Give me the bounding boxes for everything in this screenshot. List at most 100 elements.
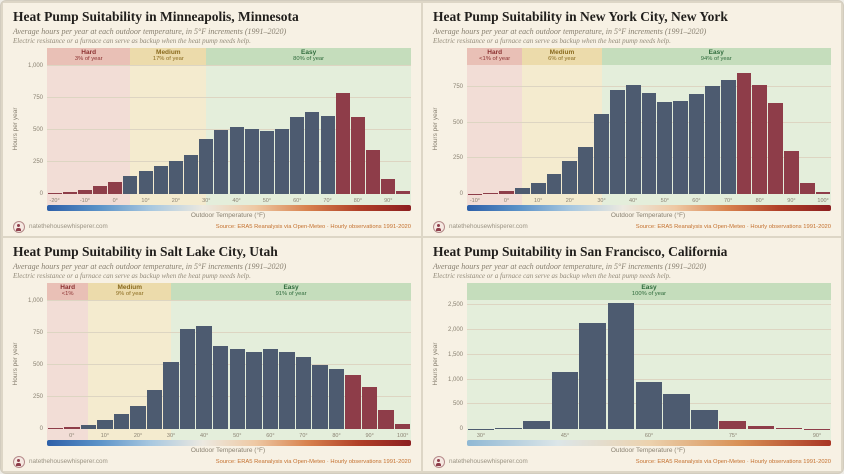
y-axis-title: Hours per year	[432, 342, 439, 386]
x-tick-label: 40°	[232, 197, 241, 204]
x-tick-label: 80°	[353, 197, 363, 204]
gridline	[467, 85, 831, 87]
bar	[514, 188, 530, 194]
bar	[62, 191, 77, 194]
zone-header-hard: Hard <1% of year	[467, 47, 523, 65]
y-tick-label: 250	[452, 155, 463, 162]
y-axis-ticks: 0 500 1,000 1,500 2,000 2,500	[441, 283, 467, 446]
bars-layer	[47, 64, 411, 194]
bar	[546, 174, 562, 194]
bar	[163, 362, 179, 429]
bar	[97, 420, 113, 429]
site-logo-icon	[13, 220, 25, 233]
x-axis-title: Outdoor Temperature (°F)	[610, 447, 686, 454]
chart-footer: natethehousewhisperer.com Source: ERA5 R…	[433, 455, 831, 468]
bar	[366, 150, 381, 194]
bar	[609, 89, 625, 194]
bar	[123, 176, 138, 194]
bar	[607, 303, 635, 429]
zone-header-hard: Hard <1%	[47, 282, 89, 300]
bar	[246, 351, 262, 429]
bar	[673, 100, 689, 194]
gridline	[47, 299, 411, 301]
source-credit: Source: ERA5 Reanalysis via Open-Meteo ·…	[215, 458, 411, 465]
bar	[523, 420, 551, 429]
source-credit: Source: ERA5 Reanalysis via Open-Meteo ·…	[635, 223, 831, 230]
chart-footer: natethehousewhisperer.com Source: ERA5 R…	[13, 220, 411, 233]
chart-footer: natethehousewhisperer.com Source: ERA5 R…	[13, 455, 411, 468]
plot-area: Hard <1% Medium 9% of year Easy 91% of year 0°…	[47, 282, 411, 446]
chart-note: Electric resistance or a furnace can ser…	[13, 36, 251, 45]
site-logo-icon	[13, 455, 25, 468]
bars-layer	[47, 299, 411, 429]
x-tick-label: 30°	[166, 432, 176, 439]
bar	[168, 160, 183, 194]
bar	[212, 346, 229, 429]
bar	[378, 409, 394, 429]
bar	[815, 192, 831, 194]
bar	[641, 93, 657, 194]
x-tick-label: 0°	[69, 432, 75, 439]
y-tick-label: 500	[32, 126, 43, 133]
bar	[704, 86, 720, 194]
zone-header-easy: Easy 91% of year	[171, 282, 411, 300]
x-tick-label: 70°	[299, 432, 308, 439]
y-axis-title: Hours per year	[12, 342, 19, 386]
x-tick-label: 45°	[560, 432, 570, 439]
x-tick-label: 80°	[332, 432, 341, 439]
bar	[784, 151, 799, 194]
gridline	[47, 128, 411, 130]
gridline	[47, 96, 411, 98]
zone-label: Medium	[156, 49, 181, 57]
x-tick-label: 10°	[534, 197, 543, 204]
zone-percentage: 3% of year	[74, 56, 103, 63]
x-tick-label: -10°	[79, 197, 90, 204]
bar	[184, 155, 199, 194]
bar	[199, 138, 214, 194]
chart-note: Electric resistance or a furnace can ser…	[433, 271, 671, 280]
bar	[47, 428, 64, 429]
chart-panel-san-francisco: Heat Pump Suitability in San Francisco, …	[423, 238, 841, 471]
y-axis-ticks: 0 250 500 750 1,000	[21, 48, 47, 211]
x-tick-label: 50°	[233, 432, 242, 439]
bar	[720, 79, 736, 194]
bar	[799, 182, 815, 194]
zone-header-medium: Medium 9% of year	[88, 282, 172, 300]
bar	[262, 349, 279, 429]
zone-percentage: 17% of year	[152, 56, 184, 63]
y-tick-label: 750	[32, 94, 43, 101]
zone-label: Easy	[708, 49, 724, 57]
chart-title: Heat Pump Suitability in Salt Lake City,…	[13, 244, 278, 259]
bar	[279, 351, 295, 429]
x-tick-label: 60°	[266, 432, 275, 439]
zone-hard	[47, 47, 131, 205]
bar	[657, 101, 673, 194]
y-axis-ticks: 0 250 500 750 1,000	[21, 283, 47, 446]
chart-subtitle: Average hours per year at each outdoor t…	[13, 261, 287, 271]
bar	[320, 116, 335, 194]
x-tick-label: 20°	[133, 432, 143, 439]
bar	[530, 182, 546, 194]
x-tick-label: 50°	[660, 197, 669, 204]
x-tick-label: 30°	[597, 197, 606, 204]
bar	[229, 349, 246, 429]
x-tick-label: 70°	[723, 197, 733, 204]
x-tick-label: 80°	[755, 197, 764, 204]
bar	[691, 410, 719, 429]
y-tick-label: 750	[452, 83, 463, 90]
temperature-gradient-axis	[467, 440, 831, 446]
temperature-gradient-axis	[47, 440, 411, 446]
bar	[179, 328, 196, 429]
x-tick-label: 0°	[112, 197, 118, 204]
x-tick-label: -20°	[49, 197, 60, 204]
x-tick-label: 0°	[503, 197, 510, 204]
bar	[64, 427, 80, 429]
y-tick-label: 1,000	[27, 297, 43, 304]
bar	[736, 72, 752, 194]
y-tick-label: 500	[32, 361, 43, 368]
x-tick-label: 10°	[100, 432, 110, 439]
zone-percentage: 94% of year	[700, 56, 732, 63]
bar	[394, 423, 411, 429]
bar	[396, 190, 411, 194]
source-credit: Source: ERA5 Reanalysis via Open-Meteo ·…	[635, 458, 831, 465]
